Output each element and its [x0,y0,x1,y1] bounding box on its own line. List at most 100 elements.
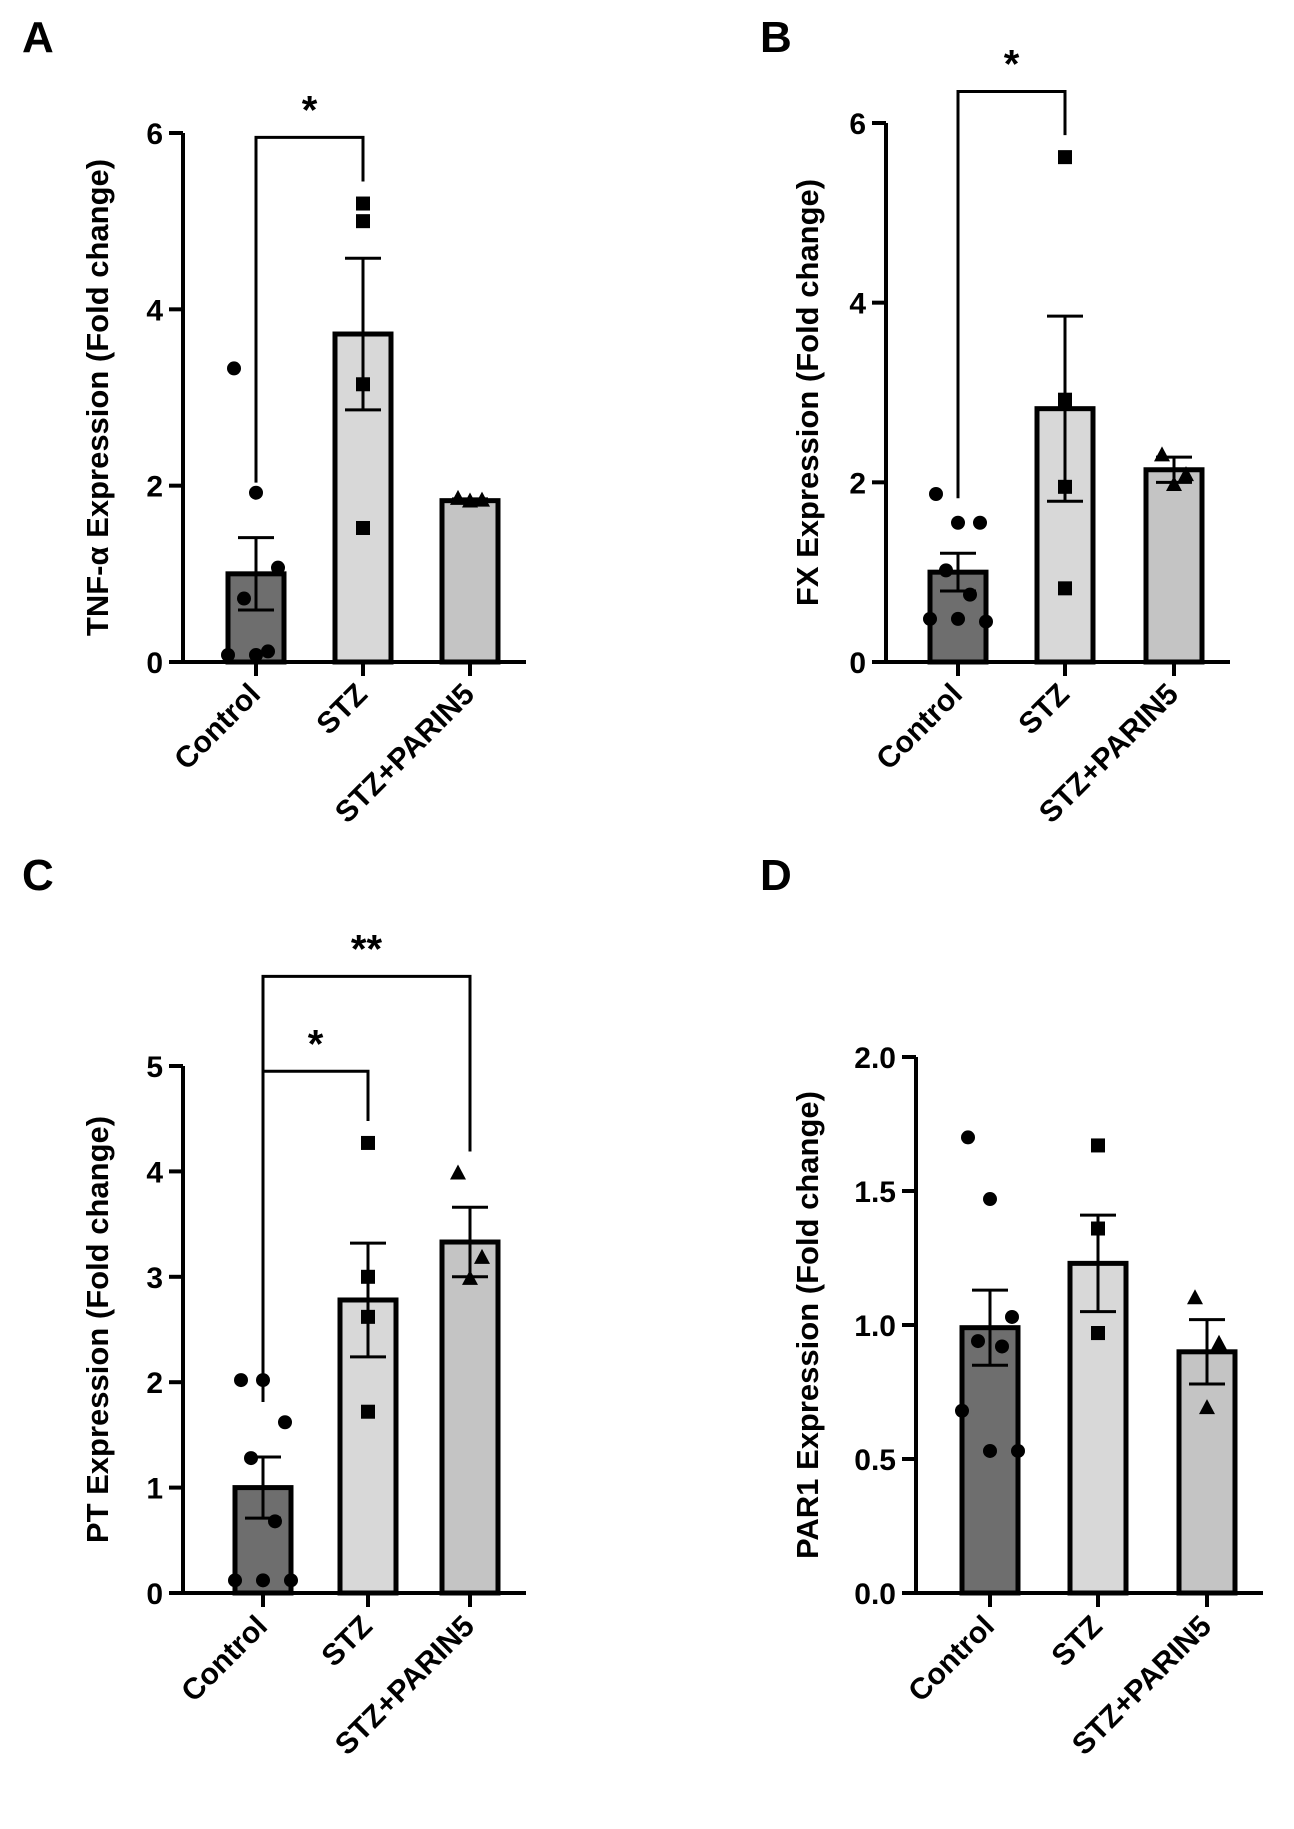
y-axis-title: PT Expression (Fold change) [80,1116,115,1543]
data-point-circle [939,563,953,578]
significance-bracket [261,974,472,1403]
data-point-triangle [1154,446,1170,462]
data-point-circle [221,647,235,662]
data-point-circle [249,647,263,662]
y-tick-label: 1.0 [854,1310,896,1343]
panel-c: C 0 1 2 3 4 5 PT Expression (Fold change) Contro… [22,851,526,1762]
y-tick-label: 4 [849,288,866,321]
data-point-triangle [462,1269,478,1285]
y-tick-label: 3 [146,1262,163,1295]
y-tick-label: 4 [146,294,163,327]
data-point-square [1091,1138,1105,1153]
y-axis-title: PAR1 Expression (Fold change) [790,1091,825,1559]
category-label: STZ [1013,678,1076,741]
data-point-circle [268,1514,282,1529]
bar-stz-parin5 [439,498,501,665]
data-point-triangle [1199,1399,1215,1415]
data-point-circle [278,1415,292,1430]
data-point-circle [995,1339,1009,1354]
data-point-square [1058,392,1072,407]
data-point-circle [234,1373,248,1388]
data-point-triangle [450,489,466,505]
category-label: STZ [1046,1610,1109,1673]
data-point-triangle [450,1164,466,1180]
data-point-square [356,520,370,535]
panel-a: A 0 2 4 6 TNF-α Expression (Fold change) Contr… [22,13,526,830]
bar-control [959,1325,1021,1596]
data-point-circle [923,611,937,626]
category-label: Control [168,678,267,777]
panel-d: D 0.0 0.5 1.0 1.5 2.0 PAR1 Expression (Fold ch… [760,851,1263,1762]
data-point-square [1091,1326,1105,1341]
data-point-circle [237,591,251,606]
y-tick-label: 6 [146,118,163,151]
data-point-triangle [1187,1289,1203,1305]
y-tick-label: 2 [146,1367,163,1400]
category-label: Control [175,1610,274,1709]
significance-bracket [254,135,365,483]
panel-letter: C [22,851,54,900]
panel-letter: D [760,851,792,900]
data-point-circle [971,1334,985,1349]
significance-label: * [308,1022,324,1066]
panel-b: B 0 2 4 6 FX Expression (Fold change) Control S… [760,13,1230,830]
data-point-circle [963,587,977,602]
bar-stz-parin5 [1143,467,1205,665]
y-axis-title: FX Expression (Fold change) [790,179,825,606]
data-point-square [356,214,370,229]
data-point-square [356,196,370,211]
y-tick-label: 4 [146,1156,163,1189]
data-point-circle [228,1573,242,1588]
panel-letter: B [760,13,792,62]
category-label: STZ [311,678,374,741]
data-point-square [361,1404,375,1419]
data-point-square [1058,479,1072,494]
data-point-square [361,1309,375,1324]
y-tick-label: 1.5 [854,1176,896,1209]
y-tick-label: 2 [849,467,866,500]
bar-stz-parin5 [439,1239,501,1596]
data-point-circle [227,361,241,376]
data-point-circle [951,611,965,626]
data-point-circle [973,515,987,530]
data-point-circle [271,560,285,575]
data-point-circle [951,515,965,530]
data-point-square [361,1135,375,1150]
y-tick-label: 6 [849,108,866,141]
significance-label: ** [351,927,383,971]
data-point-circle [983,1443,997,1458]
data-point-circle [979,614,993,629]
data-point-circle [983,1192,997,1207]
data-point-triangle [1166,476,1182,492]
data-point-circle [1005,1309,1019,1324]
y-tick-label: 0 [146,1578,163,1611]
category-label: STZ [316,1610,379,1673]
data-point-circle [244,1451,258,1466]
data-point-square [356,377,370,392]
significance-label: * [1004,43,1020,87]
data-point-square [1058,150,1072,165]
y-tick-label: 0.5 [854,1444,896,1477]
category-label: Control [870,678,969,777]
significance-label: * [302,88,318,132]
y-tick-label: 0 [849,647,866,680]
data-point-triangle [1211,1334,1227,1350]
data-point-triangle [1178,466,1194,482]
data-point-circle [1011,1443,1025,1458]
y-axis-title: TNF-α Expression (Fold change) [80,159,115,636]
data-point-circle [955,1403,969,1418]
bar-stz-parin5 [1176,1349,1238,1596]
category-label: Control [902,1610,1001,1709]
data-point-circle [256,1573,270,1588]
data-point-square [1058,581,1072,596]
y-tick-label: 5 [146,1051,163,1084]
y-tick-label: 2.0 [854,1042,896,1075]
data-point-square [361,1269,375,1284]
y-tick-label: 1 [146,1473,163,1506]
data-point-triangle [462,492,478,508]
significance-bracket [956,90,1067,499]
y-tick-label: 0.0 [854,1578,896,1611]
data-point-triangle [474,1248,490,1264]
data-point-circle [284,1573,298,1588]
